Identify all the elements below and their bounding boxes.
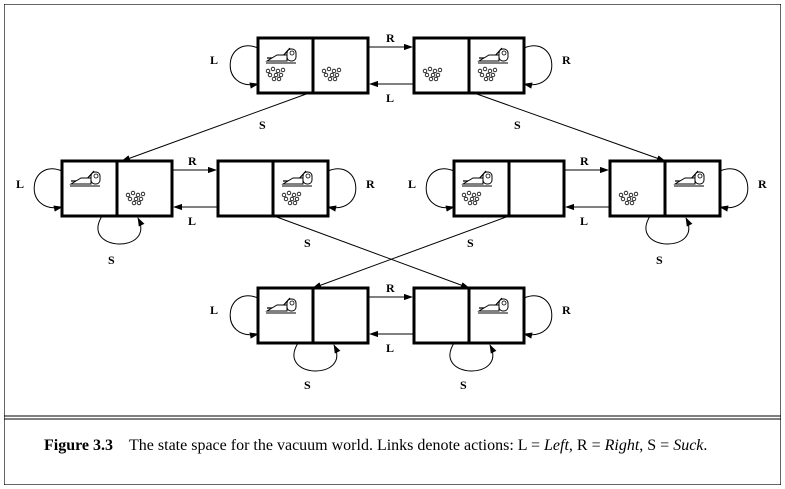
state-space-diagram: R L L R S S R L L R S S R L L R S S R L … <box>4 4 781 485</box>
label-s: S <box>467 236 474 250</box>
self-loop-right <box>523 295 553 339</box>
self-loop-right <box>719 168 749 212</box>
caption-text: , R = <box>568 437 605 454</box>
label-s: S <box>656 253 663 267</box>
self-loop-left <box>33 168 63 212</box>
caption-text: . <box>703 437 708 454</box>
state-5 <box>452 159 566 218</box>
arrow-suck <box>312 215 510 289</box>
label-l: L <box>16 177 24 191</box>
state-1 <box>256 36 370 95</box>
caption-text: , S = <box>639 437 674 454</box>
label-s: S <box>460 378 467 392</box>
self-loop-suck <box>645 215 693 245</box>
self-loop-suck <box>293 342 341 372</box>
state-3 <box>60 159 174 218</box>
label-r: R <box>562 53 571 67</box>
arrow-suck <box>273 215 470 289</box>
label-r: R <box>188 154 197 168</box>
label-l: L <box>386 91 394 105</box>
label-l: L <box>188 214 196 228</box>
self-loop-left <box>229 295 259 339</box>
label-r: R <box>580 154 589 168</box>
figure-frame: R L L R S S R L L R S S R L L R S S R L … <box>4 4 781 485</box>
label-r: R <box>386 31 395 45</box>
label-s: S <box>108 253 115 267</box>
label-l: L <box>210 53 218 67</box>
label-s: S <box>304 236 311 250</box>
label-r: R <box>366 177 375 191</box>
caption-text: The state space for the vacuum world. Li… <box>129 437 544 454</box>
state-2 <box>412 36 526 95</box>
label-r: R <box>386 281 395 295</box>
action-labels: R L L R S S R L L R S S R L L R S S R L … <box>16 31 767 392</box>
self-loop-right <box>523 45 553 89</box>
label-l: L <box>580 214 588 228</box>
label-l: L <box>386 341 394 355</box>
state-6 <box>608 159 722 218</box>
transition-arrows <box>33 43 749 372</box>
state-7 <box>256 286 370 345</box>
self-loop-left <box>425 168 455 212</box>
label-l: L <box>210 303 218 317</box>
arrow-suck <box>473 92 666 162</box>
self-loop-left <box>229 45 259 89</box>
caption-suck-word: Suck <box>673 437 704 454</box>
label-r: R <box>562 303 571 317</box>
caption-right-word: Right <box>604 437 640 454</box>
self-loop-suck <box>449 342 497 372</box>
label-s: S <box>514 118 521 132</box>
label-r: R <box>758 177 767 191</box>
label-s: S <box>304 378 311 392</box>
figure-label: Figure 3.3 <box>44 437 114 454</box>
state-8 <box>412 286 526 345</box>
figure-caption: Figure 3.3 The state space for the vacuum… <box>44 434 759 458</box>
self-loop-suck <box>97 215 145 245</box>
self-loop-right <box>327 168 357 212</box>
label-l: L <box>408 177 416 191</box>
caption-left-word: Left <box>544 437 569 454</box>
arrow-suck <box>121 92 310 162</box>
state-4 <box>216 159 330 218</box>
label-s: S <box>259 118 266 132</box>
